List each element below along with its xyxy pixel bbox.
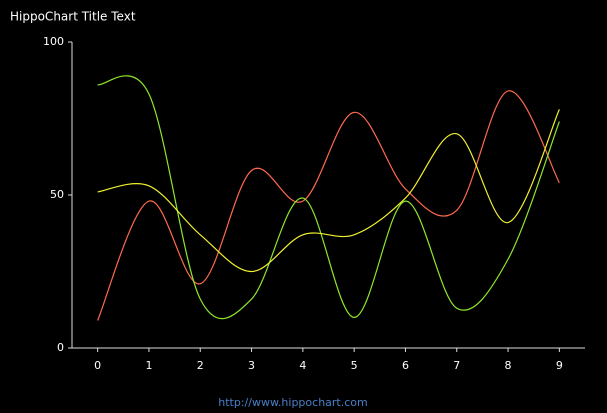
x-tick-label: 2: [197, 359, 204, 372]
x-tick-label: 9: [556, 359, 563, 372]
y-tick-label: 100: [43, 35, 64, 48]
x-tick-label: 6: [402, 359, 409, 372]
x-tick-label: 1: [145, 359, 152, 372]
series-line: [97, 90, 560, 321]
y-tick-label: 50: [50, 188, 64, 201]
x-tick-label: 7: [453, 359, 460, 372]
footer-link[interactable]: http://www.hippochart.com: [218, 396, 367, 409]
series-line: [97, 109, 560, 273]
x-tick-label: 4: [299, 359, 306, 372]
x-tick-label: 3: [248, 359, 255, 372]
x-tick-label: 5: [351, 359, 358, 372]
series-line: [97, 75, 560, 320]
x-tick-label: 0: [94, 359, 101, 372]
chart-title: HippoChart Title Text: [10, 10, 136, 24]
x-tick-label: 8: [505, 359, 512, 372]
y-tick-label: 0: [57, 341, 64, 354]
